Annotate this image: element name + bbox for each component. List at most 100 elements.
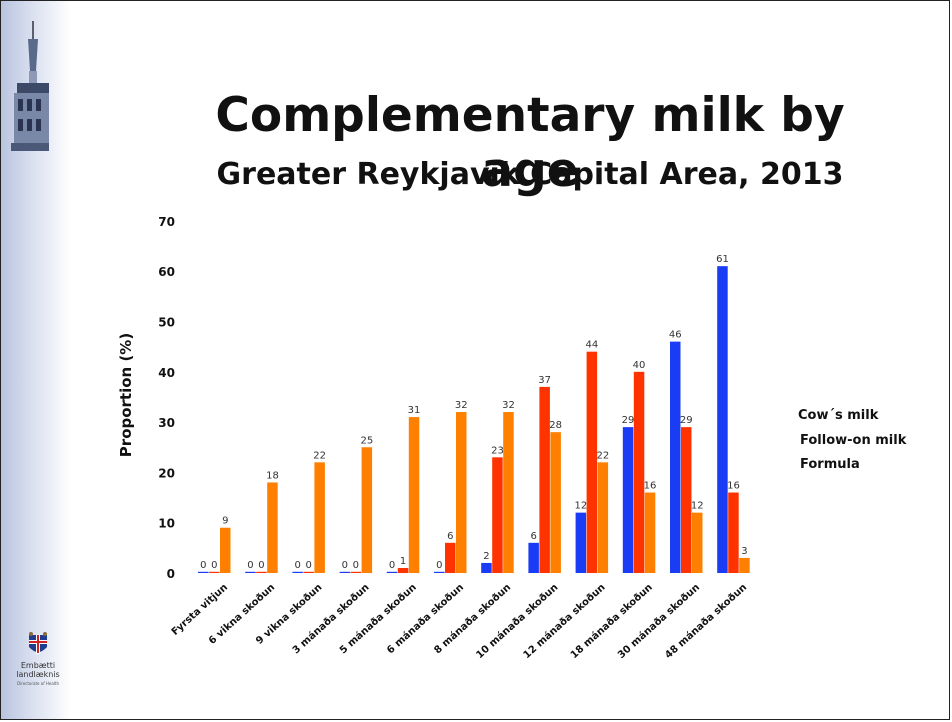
- data-label: 37: [538, 375, 551, 386]
- y-tick-label: 50: [158, 316, 175, 330]
- y-tick-label: 40: [158, 366, 175, 380]
- data-label: 0: [211, 560, 217, 571]
- data-label: 6: [447, 531, 453, 542]
- logo-subtext: Directorate of Health: [16, 681, 60, 686]
- y-tick-label: 10: [158, 517, 175, 531]
- legend-item: Formula: [800, 457, 860, 472]
- y-tick-label: 20: [158, 466, 175, 480]
- data-label: 18: [266, 470, 279, 481]
- data-label: 0: [436, 560, 442, 571]
- data-label: 0: [353, 560, 359, 571]
- data-label: 28: [549, 420, 562, 431]
- data-label: 6: [530, 531, 536, 542]
- x-category-label: 30 mánaða skoðun: [615, 581, 702, 661]
- bar: [292, 571, 303, 573]
- bar: [586, 351, 598, 573]
- bar: [503, 412, 514, 573]
- data-label: 44: [585, 340, 598, 351]
- data-label: 0: [389, 560, 395, 571]
- bar: [597, 462, 609, 573]
- data-label: 29: [680, 415, 693, 426]
- bar: [350, 571, 362, 573]
- data-label: 40: [633, 360, 646, 371]
- bar: [445, 542, 456, 573]
- bar: [717, 266, 728, 573]
- legend-item: Cow´s milk: [798, 408, 879, 423]
- data-label: 0: [200, 560, 206, 571]
- slide-title: Complementary milk by age: [215, 88, 845, 198]
- x-category-label: 10 mánaða skoðun: [474, 581, 561, 661]
- data-label: 3: [741, 546, 747, 557]
- crest-icon: [29, 632, 47, 654]
- data-label: 0: [294, 560, 300, 571]
- bar: [361, 447, 373, 573]
- bar: [245, 571, 256, 573]
- data-label: 0: [258, 560, 264, 571]
- data-label: 0: [247, 560, 253, 571]
- bar: [681, 427, 692, 573]
- bar: [633, 371, 645, 573]
- data-label: 61: [716, 254, 729, 265]
- bar: [314, 462, 325, 573]
- y-tick-label: 30: [158, 416, 175, 430]
- y-tick-label: 70: [158, 215, 175, 229]
- data-label: 22: [313, 450, 326, 461]
- bar: [539, 386, 550, 573]
- bar: [692, 512, 703, 573]
- data-label: 46: [669, 330, 682, 341]
- x-category-label: 5 mánaða skoðun: [337, 581, 419, 656]
- data-label: 0: [305, 560, 311, 571]
- y-axis-title: Proportion (%): [117, 333, 135, 457]
- bar: [256, 571, 267, 573]
- y-tick-label: 60: [158, 265, 175, 279]
- bar: [386, 571, 398, 573]
- legend-item: Follow-on milk: [800, 433, 907, 448]
- data-label: 22: [596, 450, 609, 461]
- data-label: 0: [342, 560, 348, 571]
- left-decorative-band: Embætti landlæknis Directorate of Health: [1, 1, 71, 719]
- x-category-label: 12 mánaða skoðun: [521, 581, 608, 661]
- data-label: 25: [360, 435, 373, 446]
- data-label: 12: [691, 501, 704, 512]
- logo-text: Embætti landlæknis: [16, 661, 60, 679]
- data-label: 9: [222, 516, 228, 527]
- data-label: 16: [727, 481, 740, 492]
- bar: [481, 562, 492, 573]
- bar: [220, 527, 231, 573]
- bar: [339, 571, 351, 573]
- data-label: 32: [455, 400, 468, 411]
- x-category-label: 6 mánaða skoðun: [384, 581, 466, 656]
- bar: [622, 427, 634, 573]
- bar: [267, 482, 278, 573]
- x-category-label: 48 mánaða skoðun: [663, 581, 750, 661]
- bar: [728, 492, 739, 573]
- building-icon: [11, 21, 49, 151]
- bar: [670, 341, 681, 573]
- data-label: 12: [574, 501, 587, 512]
- bar: [408, 417, 420, 573]
- bar: [528, 542, 539, 573]
- x-category-label: 18 mánaða skoðun: [568, 581, 655, 661]
- bar: [492, 457, 503, 573]
- x-category-label: 8 mánaða skoðun: [432, 581, 514, 656]
- bar: [739, 557, 750, 573]
- y-tick-label: 0: [167, 567, 175, 581]
- embaetti-landlaeknis-logo: Embætti landlæknis Directorate of Health: [9, 631, 67, 711]
- bar: [198, 571, 209, 573]
- data-label: 32: [502, 400, 515, 411]
- data-label: 2: [483, 551, 489, 562]
- data-label: 16: [644, 481, 657, 492]
- bar: [575, 512, 587, 573]
- slide-subtitle: Greater Reykjavík Capital Area, 2013: [216, 157, 844, 192]
- data-label: 23: [491, 445, 504, 456]
- bar: [456, 412, 467, 573]
- bar: [550, 432, 561, 573]
- data-label: 29: [622, 415, 635, 426]
- data-label: 31: [408, 405, 421, 416]
- bar: [644, 492, 656, 573]
- bar: [303, 571, 314, 573]
- bar: [209, 571, 220, 573]
- x-category-label: 3 mánaða skoðun: [290, 581, 372, 656]
